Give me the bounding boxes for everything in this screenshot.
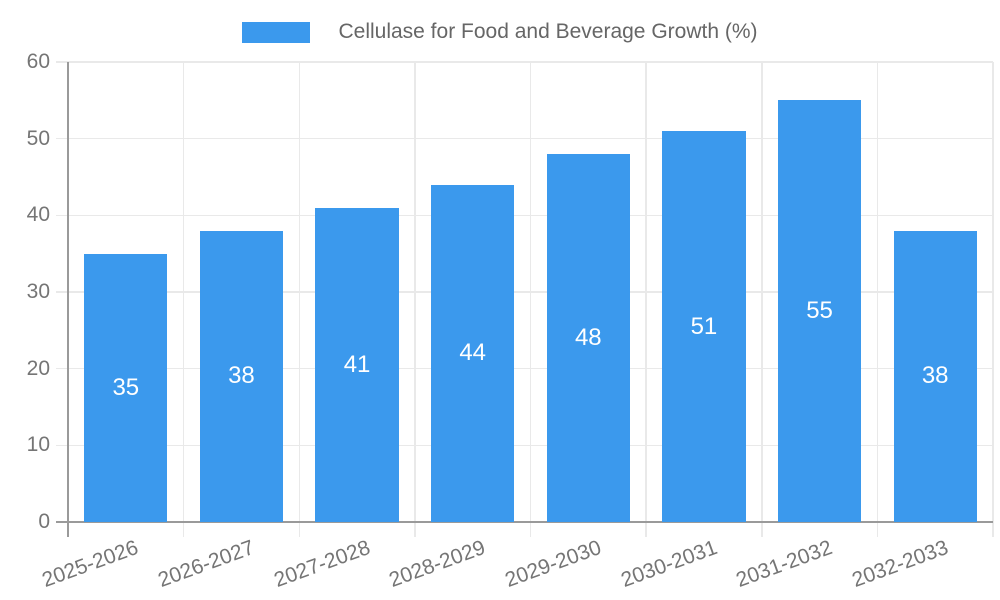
- y-axis-line: [67, 62, 69, 537]
- y-tick: [56, 367, 68, 370]
- x-gridline: [414, 62, 416, 522]
- x-gridline: [645, 62, 647, 522]
- bar-2028-2029[interactable]: [431, 184, 515, 522]
- bar-2027-2028[interactable]: [315, 207, 399, 522]
- bar-value-label: 55: [806, 297, 833, 325]
- y-tick-label: 50: [26, 126, 50, 150]
- bar-value-label: 41: [343, 350, 371, 378]
- y-tick: [56, 137, 68, 140]
- x-tick: [182, 522, 185, 537]
- bar-value-label: 51: [690, 312, 718, 340]
- x-gridline: [761, 62, 763, 522]
- bar-2032-2033[interactable]: [893, 230, 977, 522]
- chart-legend[interactable]: Cellulase for Food and Beverage Growth (…: [0, 18, 1000, 46]
- x-gridline: [182, 62, 185, 522]
- x-gridline: [298, 62, 300, 522]
- y-tick: [56, 291, 68, 293]
- x-tick-label: 2025-2026: [39, 536, 142, 592]
- y-tick: [56, 214, 68, 217]
- bar-2031-2032[interactable]: [777, 100, 862, 522]
- y-tick-label: 20: [26, 356, 50, 380]
- bar-value-label: 48: [574, 324, 602, 351]
- bar-2025-2026[interactable]: [84, 253, 168, 522]
- y-tick-label: 0: [38, 510, 50, 533]
- legend-label: Cellulase for Food and Beverage Growth (…: [338, 20, 758, 43]
- bar-value-label: 35: [112, 373, 140, 401]
- x-tick-label: 2031-2032: [733, 536, 836, 592]
- legend-swatch: [242, 21, 311, 43]
- bar-value-label: 38: [228, 362, 255, 390]
- x-tick: [876, 522, 879, 537]
- y-tick-label: 10: [26, 433, 50, 457]
- y-tick-label: 60: [26, 50, 50, 73]
- x-tick: [414, 522, 416, 537]
- x-tick: [761, 522, 763, 537]
- bar-2029-2030[interactable]: [546, 154, 630, 522]
- x-tick-label: 2027-2028: [270, 536, 373, 592]
- bar-value-label: 38: [921, 362, 949, 390]
- y-tick: [56, 61, 68, 63]
- x-axis-line: [56, 521, 993, 523]
- x-tick-label: 2029-2030: [501, 536, 605, 592]
- bar-value-label: 44: [459, 339, 487, 367]
- y-tick-label: 40: [26, 203, 50, 227]
- x-gridline: [529, 62, 532, 522]
- x-tick-label: 2032-2033: [848, 536, 952, 592]
- y-tick: [56, 444, 68, 447]
- bar-2030-2031[interactable]: [662, 131, 746, 522]
- x-tick-label: 2026-2027: [155, 536, 258, 592]
- x-gridline: [992, 62, 994, 522]
- x-tick-label: 2028-2029: [386, 536, 489, 592]
- x-tick: [529, 522, 532, 537]
- x-tick-label: 2030-2031: [617, 536, 720, 592]
- bar-2026-2027[interactable]: [199, 230, 284, 522]
- x-gridline: [876, 62, 879, 522]
- x-tick: [298, 522, 300, 537]
- y-tick-label: 30: [26, 280, 50, 303]
- x-tick: [992, 522, 994, 537]
- x-tick: [645, 522, 647, 537]
